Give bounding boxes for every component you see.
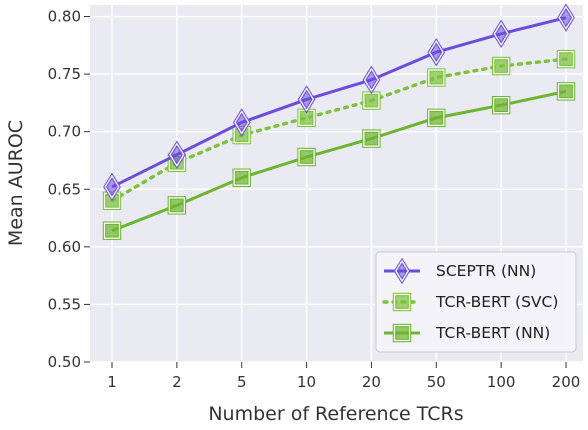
- x-tick-label: 5: [237, 373, 247, 391]
- marker-fill: [234, 110, 250, 135]
- y-tick-label: 0.75: [48, 65, 81, 83]
- x-tick-label: 20: [362, 373, 381, 391]
- y-tick-label: 0.60: [48, 238, 81, 256]
- marker-fill: [233, 169, 250, 186]
- legend-marker: [393, 257, 411, 285]
- marker-fill: [103, 222, 121, 239]
- marker-fill: [298, 148, 315, 166]
- data-point: [168, 140, 186, 169]
- data-point: [232, 168, 251, 187]
- x-axis-label: Number of Reference TCRs: [208, 403, 463, 425]
- legend-item-tcr-bert-svc: TCR-BERT (SVC): [382, 292, 558, 312]
- marker-fill: [493, 21, 509, 47]
- legend-label: TCR-BERT (NN): [435, 324, 550, 342]
- marker-fill: [492, 57, 510, 75]
- data-point: [362, 129, 381, 148]
- series-layer: [102, 3, 576, 240]
- marker-fill: [557, 50, 575, 68]
- x-tick-label: 1: [107, 373, 117, 391]
- x-tick-label: 50: [427, 373, 446, 391]
- data-point: [557, 3, 575, 32]
- legend-label: SCEPTR (NN): [436, 262, 536, 280]
- data-point: [427, 108, 446, 128]
- legend-marker: [392, 292, 412, 312]
- marker-fill: [363, 92, 380, 109]
- legend-item-tcr-bert-nn: TCR-BERT (NN): [384, 323, 550, 343]
- legend: SCEPTR (NN) TCR-BERT (SVC) TCR-BERT (NN): [375, 251, 577, 353]
- data-point: [556, 49, 576, 69]
- y-axis-label: Mean AUROC: [5, 120, 27, 246]
- y-tick-label: 0.55: [48, 295, 81, 313]
- marker-fill: [558, 5, 574, 30]
- data-point: [427, 68, 446, 87]
- legend-item-sceptr-nn: SCEPTR (NN): [384, 257, 536, 285]
- x-tick-label: 200: [552, 373, 581, 391]
- marker-fill: [557, 83, 575, 100]
- marker-fill: [492, 97, 510, 114]
- data-point: [491, 95, 511, 115]
- marker-fill: [168, 197, 186, 214]
- data-point: [492, 19, 510, 49]
- y-tick-label: 0.70: [48, 123, 81, 141]
- series-tcr-bert-nn: [102, 82, 576, 240]
- data-point: [297, 85, 316, 114]
- y-tick-label: 0.65: [48, 180, 81, 198]
- data-point: [427, 37, 446, 67]
- data-point: [102, 221, 122, 240]
- x-tick-label: 10: [297, 373, 316, 391]
- data-point: [167, 196, 187, 215]
- data-point: [232, 108, 251, 137]
- marker-fill: [428, 39, 444, 65]
- y-tick-label: 0.80: [48, 8, 81, 26]
- legend-box: [375, 251, 577, 353]
- series-line-tcr-bert-svc: [110, 57, 568, 203]
- marker-fill: [298, 87, 315, 112]
- marker-fill: [428, 69, 445, 86]
- series-line-tcr-bert-nn: [111, 89, 567, 233]
- data-point: [362, 65, 381, 95]
- series-sceptr-nn: [103, 3, 575, 202]
- legend-label: TCR-BERT (SVC): [435, 293, 558, 311]
- data-point: [362, 91, 381, 110]
- legend-marker: [392, 323, 412, 343]
- x-axis-ticks: 1 2 5 10 20 50 100 200: [107, 362, 580, 391]
- marker-fill: [395, 259, 409, 283]
- marker-fill: [393, 324, 411, 342]
- data-point: [103, 172, 121, 202]
- marker-fill: [104, 174, 120, 200]
- y-axis-ticks: 0.50 0.55 0.60 0.65 0.70 0.75 0.80: [48, 8, 90, 371]
- x-tick-label: 100: [487, 373, 516, 391]
- data-point: [556, 82, 576, 101]
- marker-fill: [363, 130, 380, 147]
- data-point: [297, 147, 316, 167]
- series-line-sceptr-nn: [111, 16, 567, 189]
- marker-fill: [169, 142, 185, 167]
- marker-fill: [393, 293, 411, 311]
- marker-fill: [428, 109, 445, 127]
- x-tick-label: 2: [172, 373, 182, 391]
- y-tick-label: 0.50: [48, 353, 81, 371]
- data-point: [491, 56, 511, 76]
- marker-fill: [363, 67, 380, 93]
